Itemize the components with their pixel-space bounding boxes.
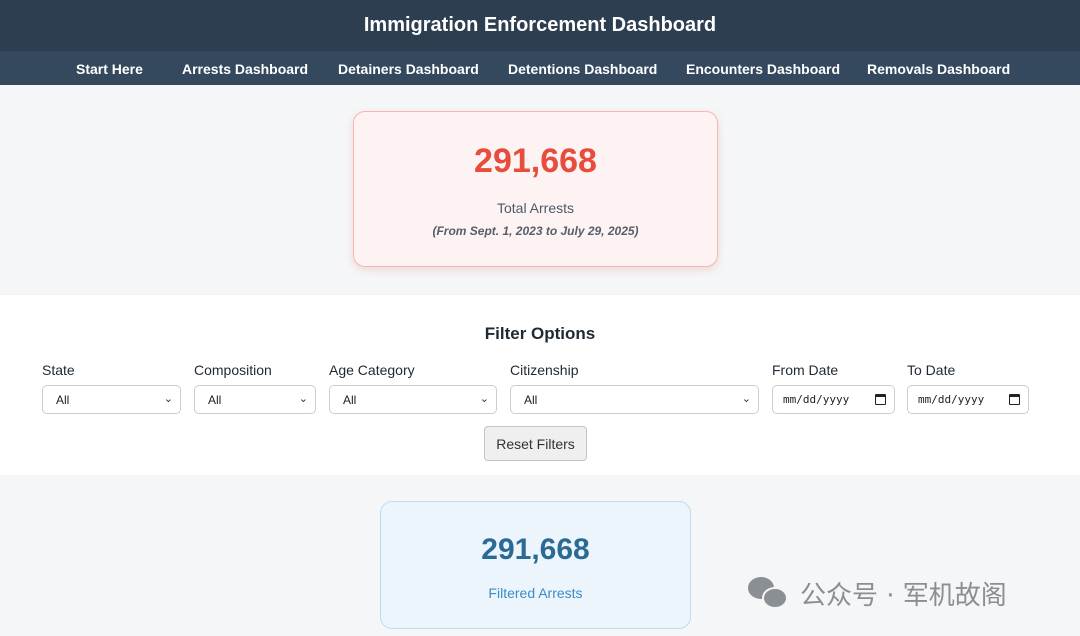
to-date-filter: To Date mm/dd/yyyy <box>907 362 1029 414</box>
filtered-arrests-value: 291,668 <box>481 533 590 566</box>
nav-detentions-dashboard[interactable]: Detentions Dashboard <box>508 61 658 77</box>
filtered-arrests-card: 291,668 Filtered Arrests <box>380 501 691 629</box>
total-arrests-value: 291,668 <box>474 142 597 180</box>
state-filter: State All ⌄ <box>42 362 181 414</box>
age-category-select[interactable]: All ⌄ <box>329 385 497 414</box>
wechat-icon <box>748 575 792 611</box>
composition-filter: Composition All ⌄ <box>194 362 316 414</box>
calendar-icon[interactable] <box>1009 394 1020 405</box>
nav-start-here[interactable]: Start Here <box>76 61 143 77</box>
age-category-value: All <box>343 393 357 407</box>
citizenship-label: Citizenship <box>510 362 579 378</box>
to-date-placeholder: mm/dd/yyyy <box>918 393 985 406</box>
composition-label: Composition <box>194 362 272 378</box>
total-arrests-card: 291,668 Total Arrests (From Sept. 1, 202… <box>353 111 718 267</box>
state-label: State <box>42 362 75 378</box>
total-arrests-label: Total Arrests <box>496 200 575 216</box>
to-date-label: To Date <box>907 362 956 378</box>
watermark: 公众号 · 军机故阁 <box>748 574 1007 612</box>
state-select[interactable]: All ⌄ <box>42 385 181 414</box>
nav-detainers-dashboard[interactable]: Detainers Dashboard <box>338 61 479 77</box>
filtered-section: 291,668 Filtered Arrests <box>0 475 1080 636</box>
citizenship-filter: Citizenship All ⌄ <box>510 362 759 414</box>
watermark-text: 公众号 · 军机故阁 <box>800 580 1007 611</box>
age-category-filter: Age Category All ⌄ <box>329 362 497 414</box>
page-title: Immigration Enforcement Dashboard <box>363 14 717 36</box>
nav-encounters-dashboard[interactable]: Encounters Dashboard <box>686 61 841 77</box>
state-value: All <box>56 393 70 407</box>
nav-arrests-dashboard[interactable]: Arrests Dashboard <box>182 61 309 77</box>
filtered-arrests-label: Filtered Arrests <box>488 585 583 601</box>
citizenship-select[interactable]: All ⌄ <box>510 385 759 414</box>
from-date-input[interactable]: mm/dd/yyyy <box>772 385 895 414</box>
chevron-down-icon: ⌄ <box>163 393 173 405</box>
nav-removals-dashboard[interactable]: Removals Dashboard <box>867 61 1011 77</box>
reset-filters-button[interactable]: Reset Filters <box>484 426 587 461</box>
citizenship-value: All <box>524 393 538 407</box>
composition-value: All <box>208 393 222 407</box>
filter-panel: Filter Options State All ⌄ Composition A… <box>0 295 1080 475</box>
from-date-placeholder: mm/dd/yyyy <box>783 393 850 406</box>
filter-options-heading: Filter Options <box>484 324 596 343</box>
composition-select[interactable]: All ⌄ <box>194 385 316 414</box>
from-date-label: From Date <box>772 362 839 378</box>
to-date-input[interactable]: mm/dd/yyyy <box>907 385 1029 414</box>
chevron-down-icon: ⌄ <box>479 393 489 405</box>
main-nav: Start Here Arrests Dashboard Detainers D… <box>0 51 1080 85</box>
chevron-down-icon: ⌄ <box>741 393 751 405</box>
age-category-label: Age Category <box>329 362 415 378</box>
calendar-icon[interactable] <box>875 394 886 405</box>
chevron-down-icon: ⌄ <box>298 393 308 405</box>
app-header: Immigration Enforcement Dashboard <box>0 0 1080 51</box>
date-range-note: (From Sept. 1, 2023 to July 29, 2025) <box>432 224 639 238</box>
from-date-filter: From Date mm/dd/yyyy <box>772 362 895 414</box>
summary-section: 291,668 Total Arrests (From Sept. 1, 202… <box>0 85 1080 295</box>
